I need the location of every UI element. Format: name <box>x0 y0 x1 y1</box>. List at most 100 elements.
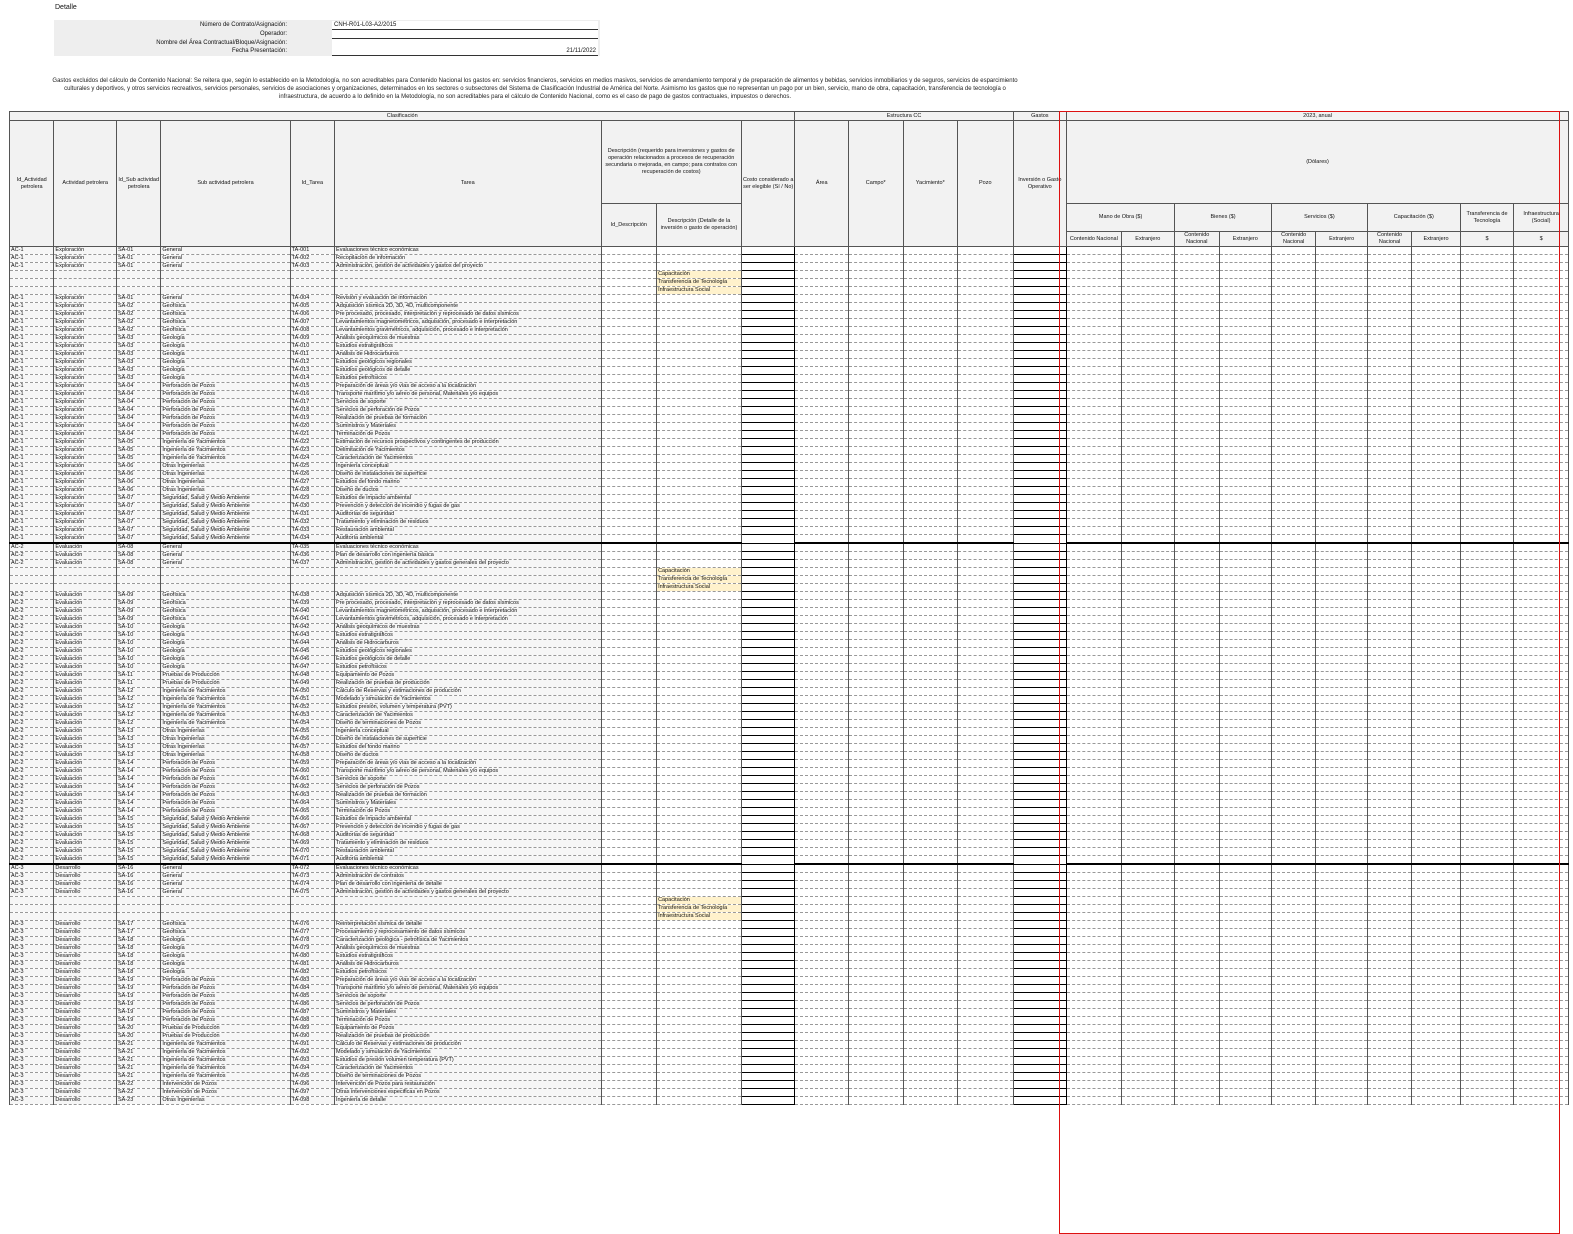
cell-value[interactable] <box>1218 254 1272 263</box>
cell-value[interactable] <box>1218 390 1272 399</box>
cell-value[interactable] <box>957 278 1014 287</box>
cell-actividad[interactable]: Evaluación <box>53 711 117 720</box>
cell-tarea[interactable]: Adquisición sísmica 2D, 3D, 4D, multicom… <box>334 302 602 311</box>
cell-value[interactable] <box>1366 366 1413 375</box>
cell-costo-elegible[interactable] <box>740 799 796 808</box>
cell-id-descripcion[interactable] <box>600 807 658 816</box>
cell-value[interactable] <box>1513 775 1569 784</box>
cell-id-actividad[interactable]: AC-2 <box>8 679 55 688</box>
cell-actividad[interactable] <box>53 270 117 279</box>
cell-value[interactable] <box>1315 775 1368 784</box>
cell-value[interactable] <box>847 1048 904 1057</box>
cell-sub[interactable]: General <box>160 559 291 568</box>
cell-value[interactable] <box>902 342 959 351</box>
cell-value[interactable] <box>847 751 904 760</box>
cell-id-actividad[interactable] <box>8 575 55 584</box>
cell-value[interactable] <box>1459 984 1515 993</box>
cell-costo-elegible[interactable] <box>740 559 796 568</box>
cell-id-tarea[interactable]: TA-002 <box>289 254 336 263</box>
cell-value[interactable] <box>1459 478 1515 487</box>
cell-value[interactable] <box>1411 246 1461 255</box>
cell-id-actividad[interactable]: AC-2 <box>8 711 55 720</box>
cell-value[interactable] <box>1459 1024 1515 1033</box>
cell-costo-elegible[interactable] <box>740 743 796 752</box>
cell-inversion-gasto[interactable] <box>1012 438 1068 447</box>
cell-value[interactable] <box>1459 671 1515 680</box>
cell-descripcion[interactable] <box>656 671 742 680</box>
cell-value[interactable] <box>1315 526 1368 535</box>
cell-value[interactable] <box>1411 663 1461 672</box>
cell-value[interactable] <box>1066 294 1122 303</box>
cell-inversion-gasto[interactable] <box>1012 1056 1068 1065</box>
cell-id-sub[interactable]: SA-09 <box>115 615 162 624</box>
cell-id-descripcion[interactable] <box>600 687 658 696</box>
cell-value[interactable] <box>1411 430 1461 439</box>
cell-value[interactable] <box>1218 1088 1272 1097</box>
cell-value[interactable] <box>794 639 849 648</box>
cell-descripcion[interactable] <box>656 438 742 447</box>
cell-id-tarea[interactable]: TA-018 <box>289 406 336 415</box>
cell-value[interactable] <box>847 446 904 455</box>
cell-id-actividad[interactable]: AC-3 <box>8 1000 55 1009</box>
cell-value[interactable] <box>1513 246 1569 255</box>
cell-value[interactable] <box>1513 671 1569 680</box>
cell-id-sub[interactable]: SA-11 <box>115 679 162 688</box>
cell-value[interactable] <box>902 1088 959 1097</box>
cell-value[interactable] <box>1366 615 1413 624</box>
cell-costo-elegible[interactable] <box>740 928 796 937</box>
cell-actividad[interactable]: Exploración <box>53 446 117 455</box>
cell-value[interactable] <box>1218 542 1272 552</box>
cell-value[interactable] <box>1218 310 1272 319</box>
cell-descripcion[interactable] <box>656 727 742 736</box>
cell-value[interactable] <box>1459 615 1515 624</box>
cell-value[interactable] <box>1120 952 1176 961</box>
cell-value[interactable] <box>1411 1040 1461 1049</box>
cell-value[interactable] <box>1513 430 1569 439</box>
cell-value[interactable] <box>1270 342 1317 351</box>
cell-id-sub[interactable]: SA-03 <box>115 334 162 343</box>
cell-id-sub[interactable]: SA-12 <box>115 687 162 696</box>
cell-value[interactable] <box>957 615 1014 624</box>
cell-value[interactable] <box>847 679 904 688</box>
cell-value[interactable] <box>1270 366 1317 375</box>
cell-value[interactable] <box>794 791 849 800</box>
cell-id-tarea[interactable]: TA-026 <box>289 470 336 479</box>
cell-value[interactable] <box>1218 831 1272 840</box>
cell-inversion-gasto[interactable] <box>1012 679 1068 688</box>
cell-value[interactable] <box>1218 815 1272 824</box>
cell-value[interactable] <box>902 334 959 343</box>
cell-descripcion[interactable] <box>656 863 742 873</box>
cell-tarea[interactable]: Estudios geológicos regionales <box>334 358 602 367</box>
cell-value[interactable] <box>1513 398 1569 407</box>
cell-value[interactable] <box>847 1024 904 1033</box>
cell-value[interactable] <box>1315 502 1368 511</box>
cell-value[interactable] <box>1120 623 1176 632</box>
cell-tarea[interactable] <box>334 904 602 913</box>
cell-inversion-gasto[interactable] <box>1012 1088 1068 1097</box>
cell-value[interactable] <box>847 615 904 624</box>
cell-value[interactable] <box>1066 976 1122 985</box>
cell-value[interactable] <box>957 960 1014 969</box>
cell-value[interactable] <box>1315 1016 1368 1025</box>
cell-value[interactable] <box>1218 518 1272 527</box>
cell-id-sub[interactable] <box>115 278 162 287</box>
cell-value[interactable] <box>1366 350 1413 359</box>
cell-value[interactable] <box>1513 406 1569 415</box>
cell-id-sub[interactable]: SA-06 <box>115 486 162 495</box>
cell-value[interactable] <box>1120 270 1176 279</box>
cell-value[interactable] <box>1411 767 1461 776</box>
cell-sub[interactable]: Otras Ingenierías <box>160 751 291 760</box>
cell-inversion-gasto[interactable] <box>1012 823 1068 832</box>
cell-value[interactable] <box>847 719 904 728</box>
cell-inversion-gasto[interactable] <box>1012 358 1068 367</box>
cell-id-descripcion[interactable] <box>600 631 658 640</box>
cell-value[interactable] <box>1120 872 1176 881</box>
cell-descripcion[interactable] <box>656 968 742 977</box>
cell-value[interactable] <box>1459 896 1515 905</box>
cell-value[interactable] <box>1120 783 1176 792</box>
cell-value[interactable] <box>1459 623 1515 632</box>
cell-value[interactable] <box>794 888 849 897</box>
cell-sub[interactable]: Ingeniería de Yacimientos <box>160 711 291 720</box>
cell-actividad[interactable]: Desarrollo <box>53 1008 117 1017</box>
cell-value[interactable] <box>1270 246 1317 255</box>
